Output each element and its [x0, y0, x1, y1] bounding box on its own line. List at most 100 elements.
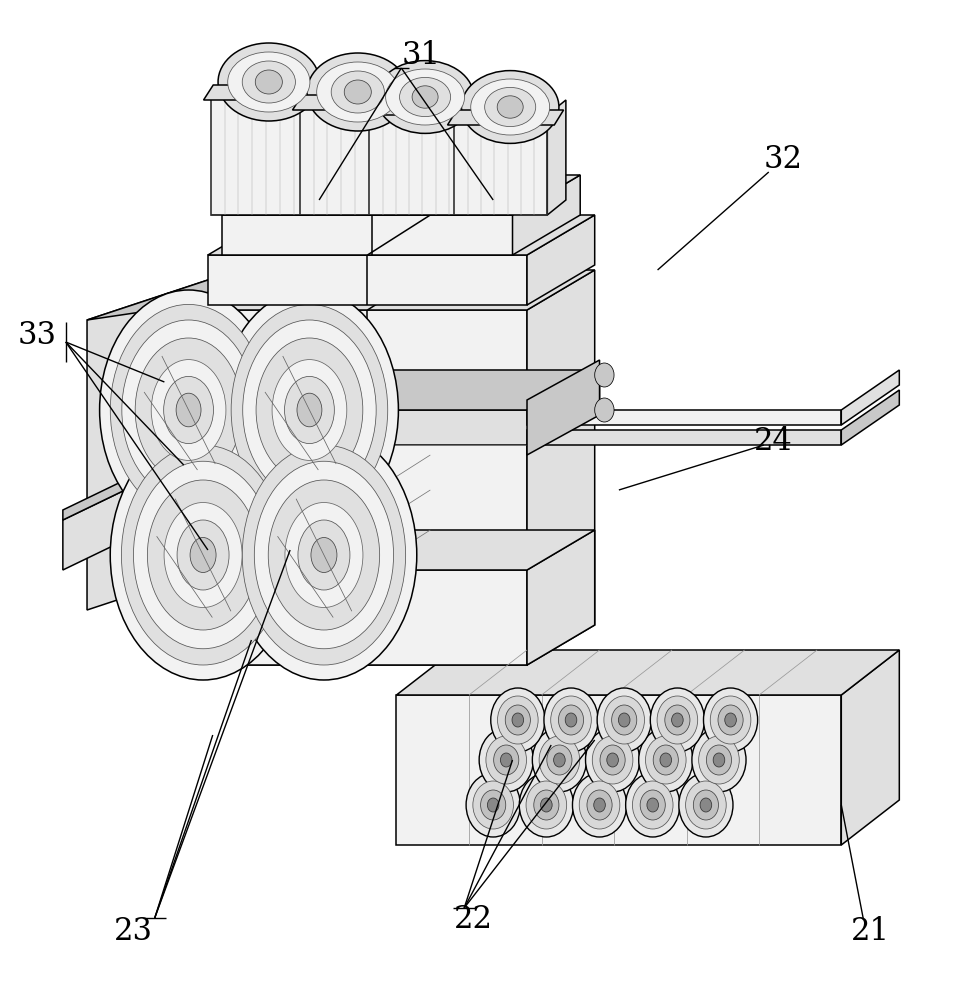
- Ellipse shape: [611, 705, 637, 735]
- Ellipse shape: [147, 480, 259, 630]
- Ellipse shape: [532, 728, 586, 792]
- Ellipse shape: [505, 705, 530, 735]
- Ellipse shape: [718, 705, 744, 735]
- Ellipse shape: [579, 781, 620, 829]
- Ellipse shape: [646, 736, 687, 784]
- Ellipse shape: [461, 71, 559, 143]
- Ellipse shape: [256, 338, 363, 482]
- Polygon shape: [841, 370, 899, 425]
- Polygon shape: [208, 270, 595, 310]
- Polygon shape: [208, 255, 527, 305]
- Ellipse shape: [497, 696, 538, 744]
- Polygon shape: [204, 85, 325, 100]
- Polygon shape: [527, 530, 595, 665]
- Ellipse shape: [220, 290, 398, 530]
- Polygon shape: [369, 105, 462, 215]
- Text: 33: 33: [17, 320, 56, 351]
- Ellipse shape: [497, 96, 523, 118]
- Polygon shape: [222, 215, 513, 255]
- Ellipse shape: [541, 798, 552, 812]
- Polygon shape: [396, 650, 899, 695]
- Ellipse shape: [344, 80, 371, 104]
- Ellipse shape: [243, 61, 296, 103]
- Polygon shape: [527, 410, 841, 425]
- Polygon shape: [87, 280, 208, 610]
- Polygon shape: [208, 310, 527, 665]
- Ellipse shape: [658, 696, 698, 744]
- Polygon shape: [300, 100, 396, 215]
- Ellipse shape: [558, 705, 583, 735]
- Polygon shape: [448, 110, 564, 125]
- Ellipse shape: [513, 713, 524, 727]
- Ellipse shape: [151, 360, 226, 460]
- Polygon shape: [292, 95, 414, 110]
- Ellipse shape: [308, 53, 409, 131]
- Ellipse shape: [543, 688, 598, 752]
- Ellipse shape: [177, 520, 229, 590]
- Ellipse shape: [484, 87, 536, 127]
- Ellipse shape: [255, 70, 282, 94]
- Ellipse shape: [485, 736, 526, 784]
- Ellipse shape: [679, 773, 733, 837]
- Polygon shape: [208, 570, 527, 665]
- Ellipse shape: [298, 520, 350, 590]
- Polygon shape: [63, 475, 135, 520]
- Ellipse shape: [487, 798, 499, 812]
- Ellipse shape: [553, 753, 565, 767]
- Ellipse shape: [331, 71, 385, 113]
- Ellipse shape: [665, 705, 690, 735]
- Ellipse shape: [297, 393, 322, 427]
- Ellipse shape: [595, 398, 614, 422]
- Ellipse shape: [647, 798, 659, 812]
- Text: 22: 22: [454, 904, 493, 936]
- Ellipse shape: [122, 445, 284, 665]
- Text: 24: 24: [754, 426, 793, 458]
- Ellipse shape: [176, 393, 201, 427]
- Polygon shape: [193, 370, 600, 410]
- Ellipse shape: [539, 736, 579, 784]
- Ellipse shape: [285, 502, 363, 607]
- Ellipse shape: [164, 502, 242, 607]
- Ellipse shape: [638, 728, 692, 792]
- Ellipse shape: [597, 688, 652, 752]
- Polygon shape: [527, 215, 595, 305]
- Polygon shape: [454, 115, 547, 215]
- Ellipse shape: [493, 745, 518, 775]
- Ellipse shape: [725, 713, 737, 727]
- Ellipse shape: [550, 696, 591, 744]
- Polygon shape: [208, 530, 595, 570]
- Ellipse shape: [600, 745, 625, 775]
- Ellipse shape: [471, 79, 549, 135]
- Polygon shape: [363, 100, 479, 115]
- Ellipse shape: [311, 538, 337, 572]
- Ellipse shape: [592, 736, 632, 784]
- Ellipse shape: [231, 430, 417, 680]
- Polygon shape: [527, 430, 841, 445]
- Ellipse shape: [519, 773, 573, 837]
- Ellipse shape: [686, 781, 726, 829]
- Ellipse shape: [534, 790, 559, 820]
- Ellipse shape: [412, 86, 438, 108]
- Ellipse shape: [691, 728, 747, 792]
- Ellipse shape: [135, 338, 242, 482]
- Ellipse shape: [284, 376, 335, 444]
- Ellipse shape: [376, 61, 474, 133]
- Ellipse shape: [110, 430, 296, 680]
- Ellipse shape: [473, 781, 513, 829]
- Ellipse shape: [703, 688, 758, 752]
- Ellipse shape: [481, 790, 506, 820]
- Ellipse shape: [480, 728, 534, 792]
- Polygon shape: [208, 215, 595, 255]
- Polygon shape: [308, 75, 327, 215]
- Ellipse shape: [587, 790, 612, 820]
- Ellipse shape: [466, 773, 520, 837]
- Polygon shape: [87, 270, 276, 320]
- Polygon shape: [211, 90, 308, 215]
- Ellipse shape: [399, 77, 451, 117]
- Text: 32: 32: [764, 144, 803, 176]
- Ellipse shape: [163, 376, 214, 444]
- Ellipse shape: [526, 781, 567, 829]
- Ellipse shape: [619, 713, 630, 727]
- Ellipse shape: [100, 290, 278, 530]
- Ellipse shape: [651, 688, 705, 752]
